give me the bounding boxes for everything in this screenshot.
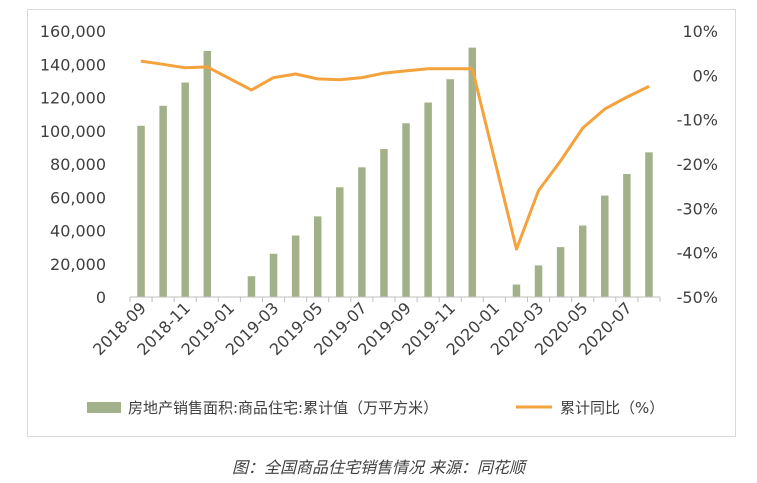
left-y-tick-label: 100,000 (40, 122, 106, 141)
line-point (273, 77, 275, 79)
bar (424, 102, 432, 297)
bar (402, 123, 410, 297)
bar (645, 152, 653, 297)
legend-line-label: 累计同比（%） (560, 399, 664, 417)
bar (247, 276, 256, 297)
line-point (317, 78, 319, 80)
legend: 房地产销售面积:商品住宅:累计值（万平方米） 累计同比（%） (87, 399, 664, 417)
right-y-tick-label: -20% (677, 155, 718, 174)
right-y-tick-label: -10% (677, 111, 718, 130)
bar (159, 105, 167, 297)
line-point (582, 127, 584, 129)
line-point (250, 89, 252, 91)
left-y-tick-label: 0 (96, 288, 106, 307)
left-y-tick-label: 60,000 (50, 188, 106, 207)
left-y-tick-label: 140,000 (40, 55, 106, 74)
line-point (295, 73, 297, 75)
line-point (427, 68, 429, 70)
right-y-tick-label: -50% (677, 288, 718, 307)
bar (578, 225, 587, 297)
bar (601, 195, 609, 297)
left-y-tick-label: 40,000 (50, 222, 106, 241)
right-y-tick-label: -40% (677, 244, 718, 263)
line-point (648, 85, 650, 87)
line-point (140, 60, 142, 62)
left-y-tick-label: 80,000 (50, 155, 106, 174)
line-point (162, 63, 164, 65)
bar (380, 149, 388, 297)
left-y-tick-label: 20,000 (50, 255, 106, 274)
bar (623, 173, 631, 297)
bar (137, 125, 145, 297)
line-point (184, 67, 186, 69)
bar (358, 167, 366, 297)
line-point (560, 160, 562, 162)
bar (181, 82, 189, 297)
figure-caption: 图：全国商品住宅销售情况 来源：同花顺 (231, 458, 526, 477)
bar (291, 235, 300, 297)
line-point (471, 68, 473, 70)
bar (512, 284, 521, 297)
line-point (515, 248, 517, 250)
legend-bar-swatch (87, 402, 121, 413)
right-y-tick-label: 10% (682, 22, 718, 41)
chart-frame (27, 9, 736, 437)
bar (468, 47, 477, 297)
line-point (383, 72, 385, 74)
bar (269, 253, 278, 297)
x-axis: 2018-092018-112019-012019-032019-052019-… (89, 296, 661, 359)
bar (336, 187, 344, 297)
left-y-axis: 0 20,000 40,000 60,000 80,000 100,000 120,000 1… (40, 22, 106, 307)
line-point (604, 108, 606, 110)
right-y-tick-label: 0% (693, 66, 718, 85)
bar (313, 216, 322, 297)
line-point (626, 96, 628, 98)
yoy-line (140, 59, 650, 251)
right-y-tick-label: -30% (677, 199, 718, 218)
legend-bar-label: 房地产销售面积:商品住宅:累计值（万平方米） (128, 399, 438, 417)
line-series (140, 59, 650, 251)
bar (446, 79, 454, 298)
bar (534, 265, 543, 297)
line-point (339, 79, 341, 81)
line-point (538, 190, 540, 192)
line-point (361, 77, 363, 79)
bar (556, 247, 565, 297)
right-y-axis: -50% -40% -30% -20% -10% 0% 10% (677, 22, 718, 307)
bar-series (137, 47, 653, 298)
bar (203, 50, 212, 298)
left-y-tick-label: 160,000 (40, 22, 106, 41)
line-point (206, 66, 208, 68)
line-point (405, 70, 407, 72)
left-y-tick-label: 120,000 (40, 89, 106, 108)
line-point (449, 68, 451, 70)
